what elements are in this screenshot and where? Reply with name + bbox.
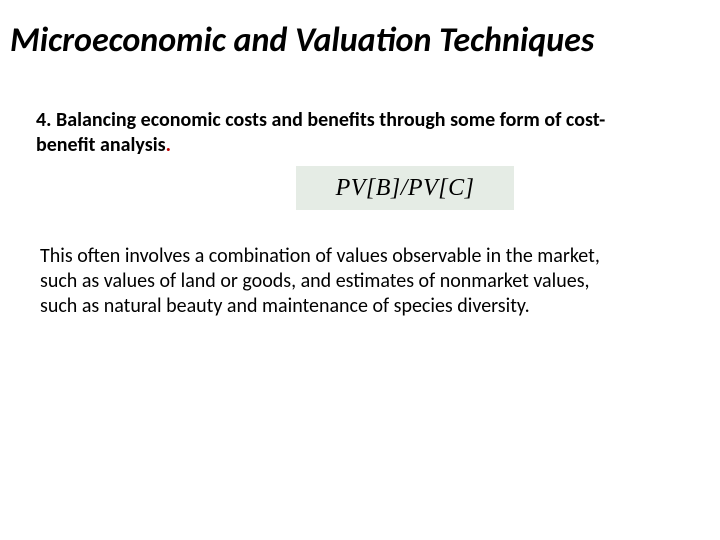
slide: Microeconomic and Valuation Techniques 4… bbox=[0, 0, 720, 540]
slide-subheading: 4. Balancing economic costs and benefits… bbox=[36, 108, 606, 158]
body-paragraph: This often involves a combination of val… bbox=[40, 244, 630, 319]
formula-text: PV[B]/PV[C] bbox=[336, 175, 475, 202]
subhead-period: . bbox=[166, 133, 171, 157]
subhead-text: 4. Balancing economic costs and benefits… bbox=[36, 108, 605, 157]
slide-title: Microeconomic and Valuation Techniques bbox=[10, 22, 710, 59]
formula-box: PV[B]/PV[C] bbox=[296, 166, 514, 210]
